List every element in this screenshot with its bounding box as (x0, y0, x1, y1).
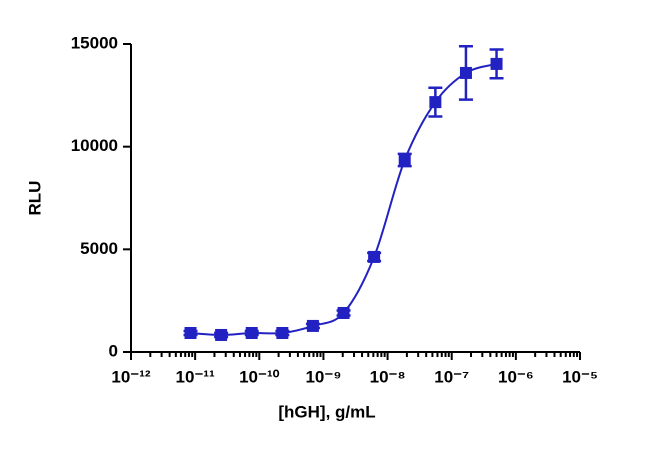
marker (215, 328, 228, 341)
x-axis-title: [hGH], g/mL (278, 402, 375, 421)
y-tick-label: 15000 (71, 33, 118, 52)
x-tick-label: 10⁻⁸ (370, 367, 406, 386)
y-tick-label: 0 (109, 341, 118, 360)
marker (398, 154, 411, 167)
x-tick-label: 10⁻¹² (111, 367, 151, 386)
x-tick-label: 10⁻¹¹ (176, 367, 216, 386)
marker (490, 57, 503, 70)
marker (368, 250, 381, 263)
y-tick-label: 10000 (71, 136, 118, 155)
fit-curve (190, 62, 497, 336)
marker (276, 327, 289, 340)
marker (429, 96, 442, 109)
marker (184, 327, 197, 340)
marker (306, 319, 319, 332)
marker (245, 327, 258, 340)
marker (459, 66, 472, 79)
x-tick-label: 10⁻⁶ (498, 367, 534, 386)
x-tick-label: 10⁻⁹ (305, 367, 341, 386)
x-tick-label: 10⁻¹⁰ (239, 367, 280, 386)
x-tick-label: 10⁻⁵ (562, 367, 598, 386)
y-tick-label: 5000 (80, 239, 118, 258)
y-axis-title: RLU (25, 181, 44, 216)
x-tick-label: 10⁻⁷ (434, 367, 469, 386)
marker (337, 306, 350, 319)
